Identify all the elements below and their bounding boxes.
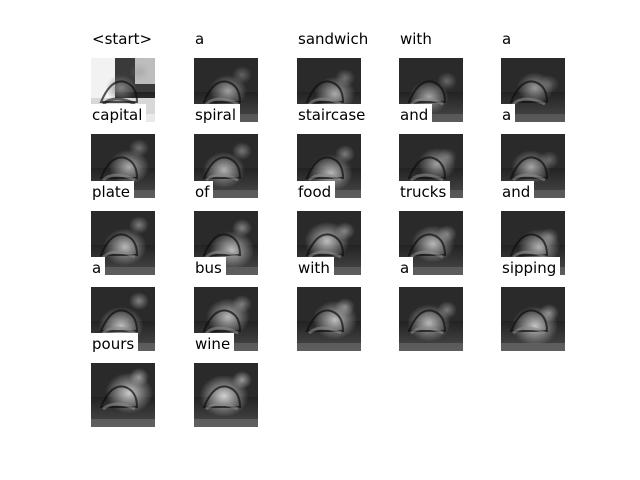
caption-word: of (194, 181, 214, 204)
caption-word: sandwich (297, 28, 373, 51)
caption-word: <start> (91, 28, 157, 51)
caption-word: a (91, 257, 106, 280)
caption-word: capital (91, 104, 147, 127)
caption-word: a (501, 28, 516, 51)
caption-word: with (399, 28, 436, 51)
caption-word: and (501, 181, 535, 204)
caption-word: a (194, 28, 209, 51)
caption-word: sipping (501, 257, 561, 280)
attention-cell: pours (91, 333, 155, 427)
attention-map-image (399, 287, 463, 351)
caption-word: with (297, 257, 334, 280)
attention-cell: trucks (399, 181, 463, 275)
caption-word: spiral (194, 104, 241, 127)
attention-map-image (194, 363, 258, 427)
attention-map-image (91, 363, 155, 427)
attention-map-image (399, 211, 463, 275)
attention-cell: a (399, 257, 463, 351)
caption-word: plate (91, 181, 134, 204)
attention-cell: wine (194, 333, 258, 427)
caption-word: staircase (297, 104, 370, 127)
attention-cell: sipping (501, 257, 565, 351)
caption-word: wine (194, 333, 235, 356)
caption-word: bus (194, 257, 226, 280)
caption-word: pours (91, 333, 139, 356)
caption-word: a (501, 104, 516, 127)
caption-word: and (399, 104, 433, 127)
caption-word: food (297, 181, 336, 204)
attention-cell: with (297, 257, 361, 351)
caption-word: a (399, 257, 414, 280)
caption-word: trucks (399, 181, 451, 204)
attention-map-image (297, 287, 361, 351)
attention-map-image (501, 287, 565, 351)
attention-cell: <start> (91, 28, 157, 122)
attention-map-image (91, 58, 155, 122)
